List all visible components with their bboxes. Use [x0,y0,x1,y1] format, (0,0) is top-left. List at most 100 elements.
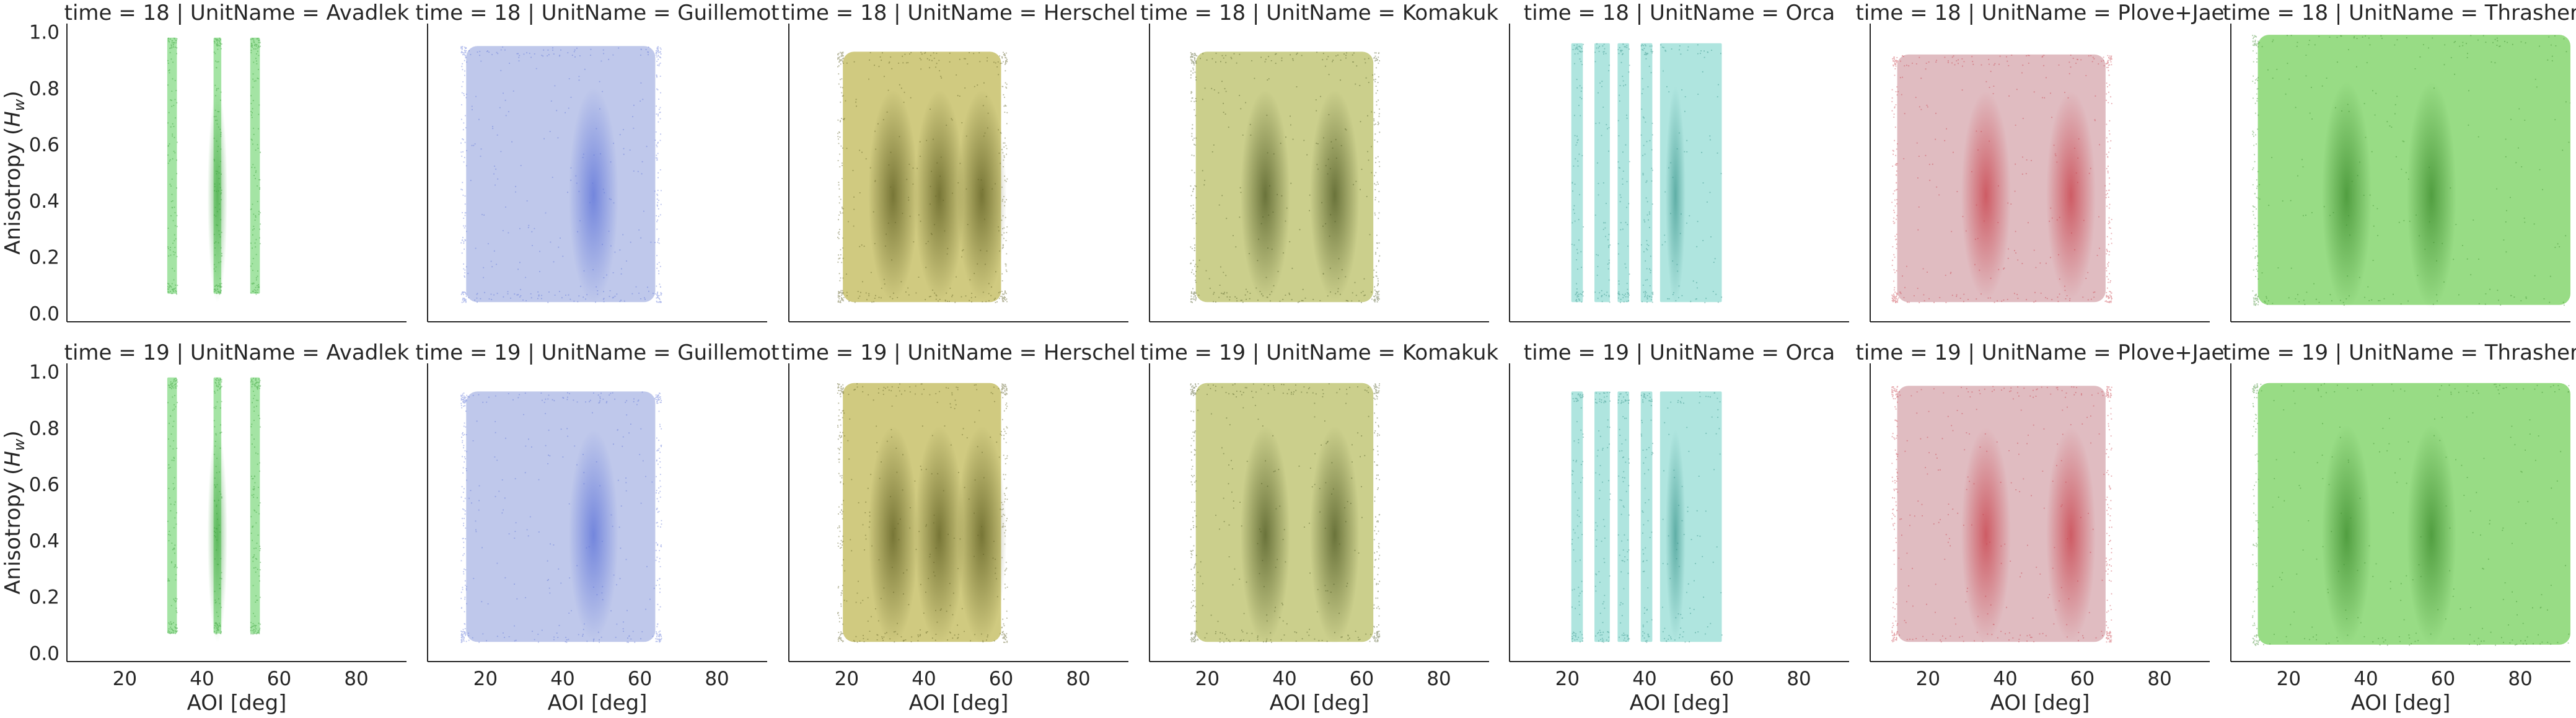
plot-area [1190,383,1381,644]
x-tick-label: 80 [1787,668,1811,690]
point-cloud [1571,43,1583,303]
y-axis-label-end: ) [1,430,25,438]
plot-area [167,377,262,643]
x-tick-label: 80 [1426,668,1451,690]
x-axis-label: AOI [deg] [1630,691,1730,715]
density-hotspot [1309,426,1360,644]
density-hotspot [1665,430,1686,640]
density-hotspot [914,426,964,644]
density-hotspot [1309,90,1360,301]
x-tick-label: 80 [2147,668,2171,690]
y-tick-label: 1.0 [29,22,59,44]
density-hotspot [207,87,227,303]
x-tick-label: 20 [2277,668,2301,690]
panel-title: time = 19 | UnitName = Komakuk [1140,340,1498,365]
y-tick-label: 0.0 [29,642,59,665]
point-cloud [1617,43,1630,303]
plot-area [2252,383,2570,646]
plot-area [1891,386,2112,643]
panel-title: time = 19 | UnitName = Thrasher [2223,340,2576,365]
density-hotspot [207,427,227,643]
facet-panel: time = 19 | UnitName = Herschel 20 40 60 80 A… [781,340,1136,716]
plot-area [2252,35,2570,309]
plot-area [1891,54,2112,303]
density-hotspot [568,87,618,303]
density-hotspot [1961,427,2011,643]
y-axis-label-subscript: w [11,99,28,111]
facet-panel: time = 19 | UnitName = Guillemot 20 40 60 80… [415,340,779,716]
panel-title: time = 18 | UnitName = Orca [1524,1,1835,25]
y-tick-label: 0.8 [29,78,59,100]
x-tick-label: 60 [2070,668,2095,690]
x-tick-label: 60 [2431,668,2455,690]
x-tick-label: 80 [2508,668,2532,690]
x-tick-label: 80 [344,668,368,690]
scatter-points [837,383,1008,643]
point-cloud [167,37,177,294]
panel-title: time = 19 | UnitName = Herschel [781,340,1136,365]
density-hotspot [1961,91,2011,299]
x-axis-label: AOI [deg] [2351,691,2451,715]
x-tick-label: 60 [1710,668,1734,690]
facet-panel: time = 18 | UnitName = Orca [1509,1,1849,322]
plot-area [460,391,662,643]
plot-area [460,46,662,303]
panel-title: time = 18 | UnitName = Avadlek [64,1,410,25]
density-hotspot [957,90,1007,301]
density-hotspot [1240,426,1290,644]
facet-panel: time = 18 | UnitName = Avadlek 0.0 0.2 0.4 0… [1,1,410,325]
density-hotspot [868,426,918,644]
x-tick-label: 80 [705,668,729,690]
point-cloud [167,377,177,634]
y-tick-label: 0.2 [29,247,59,269]
y-tick-label: 0.6 [29,134,59,156]
panel-title: time = 18 | UnitName = Guillemot [415,1,779,25]
x-tick-label: 80 [1066,668,1090,690]
x-tick-label: 20 [835,668,859,690]
density-hotspot [2321,81,2372,309]
x-tick-label: 60 [1350,668,1374,690]
x-axis-label: AOI [deg] [548,691,648,715]
y-axis-label-text: Anisotropy ( [1,467,25,595]
facet-panel: time = 19 | UnitName = Orca 20 40 60 80 AOI [… [1509,340,1849,716]
x-tick-label: 40 [912,668,936,690]
density-hotspot [1240,90,1290,301]
y-axis-label-end: ) [1,91,25,99]
point-cloud [1617,391,1630,642]
density-hotspot [2046,427,2096,643]
facet-panel: time = 18 | UnitName = Thrasher [2223,1,2576,322]
facet-panel: time = 19 | UnitName = Komakuk 20 40 60 80 AO… [1140,340,1498,716]
x-tick-label: 60 [267,668,291,690]
facet-panel: time = 18 | UnitName = Herschel [781,1,1136,322]
plot-area [1190,51,1381,303]
x-axis-label: AOI [deg] [187,691,287,715]
point-cloud [1571,391,1583,642]
facet-panel: time = 18 | UnitName = Plove+Jae [1856,1,2224,322]
point-cloud [1640,391,1653,642]
panel-title: time = 18 | UnitName = Herschel [781,1,1136,25]
plot-area [167,37,261,303]
y-axis-label: Anisotropy (Hw) [1,91,28,254]
point-cloud [466,46,656,303]
y-tick-label: 0.4 [29,530,59,552]
point-cloud [1594,391,1610,642]
x-tick-label: 40 [550,668,574,690]
x-tick-label: 40 [190,668,214,690]
y-tick-label: 0.0 [29,303,59,325]
x-axis-label: AOI [deg] [909,691,1009,715]
y-tick-label: 0.8 [29,417,59,440]
density-hotspot [2321,425,2372,645]
y-tick-label: 0.6 [29,474,59,496]
plot-area [837,383,1008,644]
density-hotspot [2046,91,2096,299]
y-tick-label: 0.2 [29,587,59,609]
point-cloud [250,37,260,294]
plot-area [1571,391,1723,643]
point-cloud [1594,43,1610,303]
y-tick-label: 1.0 [29,361,59,384]
density-hotspot [1665,86,1686,304]
facet-panel: time = 18 | UnitName = Komakuk [1140,1,1498,322]
scatter-points [167,37,261,295]
